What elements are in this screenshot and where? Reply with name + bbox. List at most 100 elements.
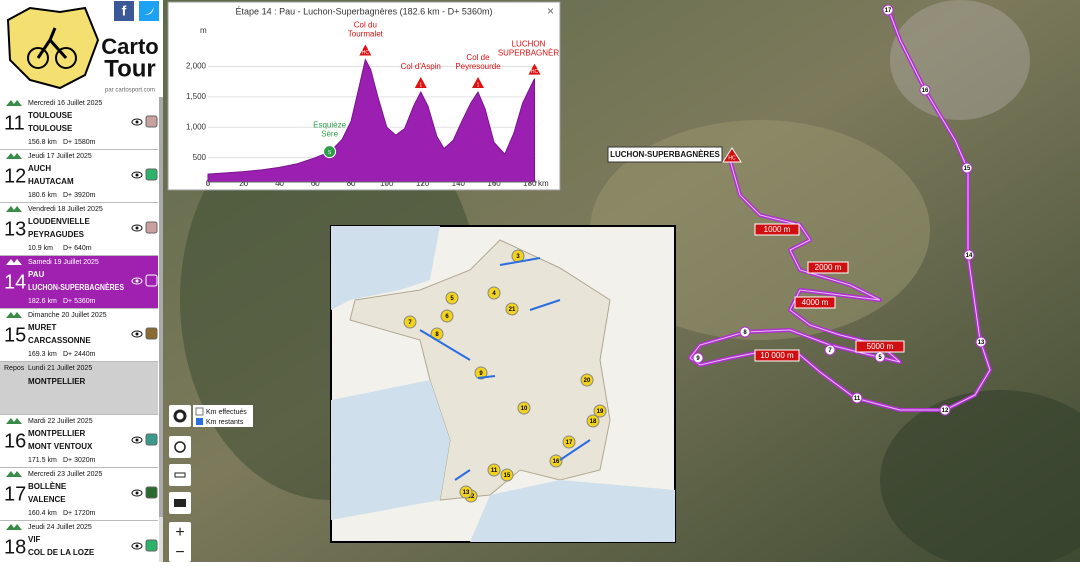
stage-color[interactable]	[145, 327, 158, 340]
inset-stage[interactable]	[517, 401, 531, 415]
inset-stage[interactable]	[459, 485, 473, 499]
y-tick-label: 1,000	[186, 122, 207, 131]
inset-stage[interactable]	[487, 463, 501, 477]
stage-climb: D+ 640m	[63, 245, 92, 252]
inset-route	[559, 439, 591, 461]
stage-color[interactable]	[145, 486, 158, 499]
stage-finish: CARCASSONNE	[28, 336, 91, 345]
inset-stage[interactable]	[403, 315, 417, 329]
rest-label: Repos	[4, 365, 25, 372]
eye-icon[interactable]	[131, 118, 143, 126]
zoom-out[interactable]: −	[175, 544, 184, 561]
eye-icon[interactable]	[131, 277, 143, 285]
stage-card[interactable]	[0, 415, 158, 467]
eye-icon[interactable]	[131, 224, 143, 232]
inset-stage[interactable]	[440, 309, 454, 323]
stage-card[interactable]	[0, 468, 158, 520]
stage-start: PAU	[28, 270, 45, 279]
facebook[interactable]	[114, 1, 134, 21]
inset-stage[interactable]	[562, 435, 576, 449]
sea	[331, 380, 450, 520]
stage-finish: COL DE LA LOZE	[28, 548, 95, 557]
inset-stage[interactable]	[487, 286, 501, 300]
km-marker	[739, 326, 751, 338]
eye-pupil	[135, 332, 139, 336]
distance-flag-label: 5000 m	[867, 342, 894, 351]
checkbox[interactable]	[196, 418, 203, 425]
stage-date: Mercredi 23 Juillet 2025	[28, 471, 102, 478]
stage-start: MONTPELLIER	[28, 429, 86, 438]
settings-button[interactable]	[169, 405, 191, 427]
stage-distance: 160.4 km	[28, 510, 57, 517]
inset-stage[interactable]	[593, 404, 607, 418]
stage-distance: 180.6 km	[28, 192, 57, 199]
stage-color[interactable]	[145, 274, 158, 287]
logo-wheel	[55, 47, 77, 69]
stage-card[interactable]	[0, 256, 158, 308]
inset-stage-label: 18	[590, 419, 597, 425]
inset-stage-label: 7	[408, 320, 412, 326]
zoom-in[interactable]: +	[175, 524, 184, 541]
inset-stage[interactable]	[586, 414, 600, 428]
stage-color[interactable]	[145, 115, 158, 128]
stage-card[interactable]	[0, 97, 158, 149]
eye-icon[interactable]	[131, 330, 143, 338]
eye-icon[interactable]	[131, 436, 143, 444]
stage-start: TOULOUSE	[28, 111, 73, 120]
stage-card[interactable]	[0, 362, 158, 414]
eye-icon[interactable]	[131, 489, 143, 497]
stage-number: 11	[4, 112, 25, 134]
twitter[interactable]	[139, 1, 159, 21]
stage-color[interactable]	[145, 221, 158, 234]
climb-label: Col du Tourmalet	[348, 21, 384, 39]
inset-stage[interactable]	[500, 468, 514, 482]
stage-card[interactable]	[0, 150, 158, 202]
checkbox[interactable]	[195, 407, 204, 416]
eye-icon[interactable]	[131, 542, 143, 550]
eye-pupil	[135, 279, 139, 283]
scroll-thumb[interactable]	[159, 97, 163, 517]
inset-stage[interactable]	[445, 291, 459, 305]
stage-color[interactable]	[145, 168, 158, 181]
climb-marker	[471, 77, 484, 89]
stage-card[interactable]	[0, 521, 158, 567]
inset-stage[interactable]	[474, 366, 488, 380]
stage-distance: 182.6 km	[28, 298, 57, 305]
stage-start: MURET	[28, 323, 57, 332]
distance-flag	[794, 296, 836, 309]
distance-flag	[807, 261, 849, 274]
stage-date: Jeudi 24 Juillet 2025	[28, 524, 92, 531]
stage-climb: D+ 3020m	[63, 457, 96, 464]
close-button[interactable]: ×	[547, 4, 554, 18]
stage-card[interactable]	[0, 309, 158, 361]
measure-button[interactable]	[169, 464, 191, 486]
inset-stage[interactable]	[505, 302, 519, 316]
x-unit: km	[538, 179, 549, 188]
km-marker	[919, 84, 931, 96]
sea	[470, 480, 675, 542]
eye-pupil	[135, 544, 139, 548]
inset-stage[interactable]	[549, 454, 563, 468]
inset-stage-label: 6	[445, 314, 449, 320]
stage-number: 13	[4, 218, 26, 240]
marker-label: 1	[477, 82, 480, 88]
inset-stage[interactable]	[580, 373, 594, 387]
y-tick-label: 2,000	[186, 62, 207, 71]
km-marker	[963, 249, 975, 261]
twitter-icon	[143, 7, 154, 15]
km-marker-label: 7	[828, 348, 832, 354]
marker-label: S	[328, 150, 332, 156]
eye-icon[interactable]	[131, 171, 143, 179]
km-legend	[193, 405, 253, 427]
map-overlays: 17 16 15 14 13 12 11 9 8 7 5 1000 m 2000 m 4000 m 5000…	[607, 4, 987, 416]
logo-credit: par cartosport.com	[105, 88, 155, 94]
locate-button[interactable]	[169, 436, 191, 458]
distance-flag	[754, 349, 800, 362]
stage-card[interactable]	[0, 203, 158, 255]
stage-color[interactable]	[145, 539, 158, 552]
stage-type-icon	[6, 418, 22, 424]
stage-color[interactable]	[145, 433, 158, 446]
inset-stage-label: 12	[468, 494, 475, 500]
